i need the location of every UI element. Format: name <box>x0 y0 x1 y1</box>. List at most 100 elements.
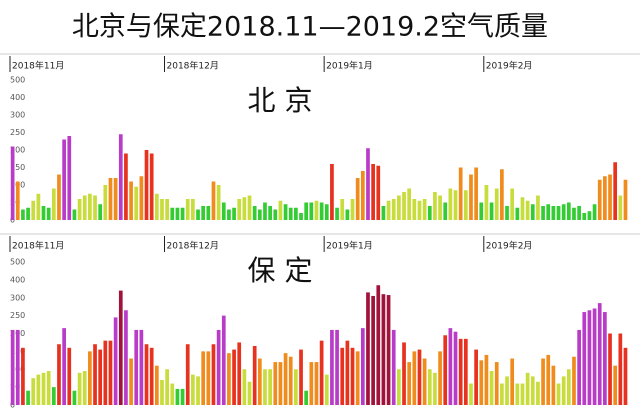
bar <box>180 207 185 220</box>
bar <box>603 176 607 220</box>
bar <box>165 369 169 405</box>
bar <box>124 153 128 220</box>
bar <box>98 204 103 220</box>
bar <box>577 206 581 220</box>
bar <box>216 329 221 405</box>
bar <box>273 209 278 220</box>
y-tick-label: 500 <box>10 76 25 85</box>
bar <box>587 310 592 405</box>
bar <box>21 209 25 220</box>
bar <box>551 206 556 220</box>
bar <box>247 195 252 220</box>
bar <box>479 360 484 405</box>
y-tick-label: 300 <box>10 111 25 120</box>
bar <box>489 371 494 405</box>
bar <box>57 344 61 405</box>
bar <box>613 365 618 405</box>
bar <box>165 199 169 220</box>
bar <box>427 369 432 405</box>
bar <box>319 340 324 405</box>
bar <box>427 206 432 220</box>
bar <box>613 162 618 220</box>
bar <box>417 349 422 405</box>
bar <box>618 333 623 405</box>
bar <box>98 349 103 405</box>
bar <box>278 200 283 220</box>
bar <box>484 354 489 405</box>
bar <box>134 329 139 405</box>
y-tick-label: 50 <box>10 198 20 207</box>
month-label: 2019年2月 <box>486 240 533 252</box>
bar <box>314 362 319 405</box>
bar <box>412 199 417 220</box>
bar <box>510 358 515 405</box>
bar <box>309 202 314 220</box>
bar <box>62 139 66 220</box>
bar <box>10 146 15 220</box>
bar <box>376 285 381 405</box>
bar <box>525 372 530 405</box>
bar <box>469 174 473 220</box>
bar <box>283 353 288 405</box>
bar <box>474 167 478 220</box>
bar <box>294 207 298 220</box>
bar <box>196 376 200 405</box>
y-tick-label: 250 <box>10 311 25 320</box>
bar <box>592 204 597 220</box>
bar <box>525 200 530 220</box>
bar <box>453 190 458 220</box>
bar <box>237 342 242 405</box>
bar <box>309 362 314 405</box>
bar <box>113 178 118 220</box>
bar <box>129 358 133 405</box>
bar <box>252 206 257 220</box>
bar <box>623 179 628 220</box>
bar <box>118 134 123 220</box>
bar <box>232 349 236 405</box>
bar <box>623 347 628 405</box>
bar <box>541 358 545 405</box>
bar <box>561 204 566 220</box>
bar <box>597 179 602 220</box>
bar <box>263 202 267 220</box>
bar <box>592 308 597 405</box>
bar <box>608 174 612 220</box>
panel-title: 北 京 <box>248 84 313 117</box>
bar <box>36 374 41 405</box>
bar <box>67 347 72 405</box>
bar <box>154 365 159 405</box>
bar <box>252 346 257 405</box>
bar <box>216 185 221 220</box>
bar <box>448 328 453 405</box>
bar <box>26 390 30 405</box>
bar <box>304 202 309 220</box>
bar <box>618 195 623 220</box>
bar <box>350 347 355 405</box>
bar <box>520 197 525 220</box>
bar <box>46 207 51 220</box>
bar <box>324 374 329 405</box>
bar <box>381 206 386 220</box>
bar <box>113 317 118 405</box>
bar <box>10 329 15 405</box>
bar <box>355 351 360 405</box>
month-label: 2018年12月 <box>167 240 219 252</box>
bar <box>566 202 571 220</box>
bar <box>144 344 149 405</box>
bar <box>201 351 206 405</box>
bar <box>149 153 154 220</box>
bar <box>299 213 303 220</box>
bar <box>242 369 247 405</box>
bar <box>474 349 478 405</box>
bar <box>340 199 345 220</box>
bar <box>72 390 77 405</box>
bar <box>211 344 216 405</box>
y-tick-label: 250 <box>10 128 25 137</box>
bar <box>31 200 36 220</box>
bar <box>201 206 206 220</box>
bar <box>335 329 339 405</box>
bar <box>108 178 113 220</box>
bar <box>41 206 46 220</box>
y-tick-label: 300 <box>10 293 25 302</box>
bar <box>160 379 164 405</box>
